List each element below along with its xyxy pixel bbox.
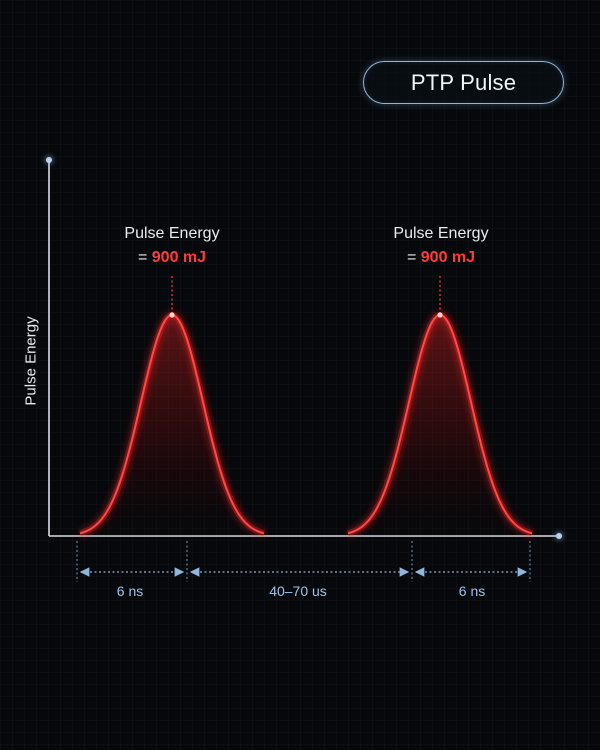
- dim-label-interval: 40–70 us: [269, 583, 327, 599]
- title-text: PTP Pulse: [410, 69, 517, 95]
- pulse-2-fill: [348, 315, 532, 536]
- pulse-1-label-value-line: = 900 mJ: [92, 246, 252, 270]
- pulse-2-peak-dot: [437, 312, 443, 318]
- pulse-1-label: Pulse Energy = 900 mJ: [92, 222, 252, 270]
- pulse-1-fill: [80, 315, 264, 536]
- x-axis-end-dot-glow: [554, 531, 564, 541]
- pulse-2-label-name: Pulse Energy: [393, 225, 489, 242]
- pulse-1-energy-value: 900 mJ: [151, 249, 207, 266]
- pulse-2-energy-value: 900 mJ: [420, 249, 476, 266]
- title-badge: PTP Pulse: [363, 61, 564, 104]
- pulse-1-label-name: Pulse Energy: [124, 225, 220, 242]
- pulse-2-label: Pulse Energy = 900 mJ: [361, 222, 521, 270]
- dim-label-pulse-1-width: 6 ns: [116, 583, 144, 599]
- y-axis-label: Pulse Energy: [22, 316, 40, 406]
- pulse-2-label-value-line: = 900 mJ: [361, 246, 521, 270]
- pulse-1-equals: =: [137, 249, 148, 266]
- dim-label-pulse-2-width: 6 ns: [458, 583, 486, 599]
- pulse-2-equals: =: [406, 249, 417, 266]
- y-axis-end-dot-glow: [44, 155, 54, 165]
- pulse-1-peak-dot: [169, 312, 175, 318]
